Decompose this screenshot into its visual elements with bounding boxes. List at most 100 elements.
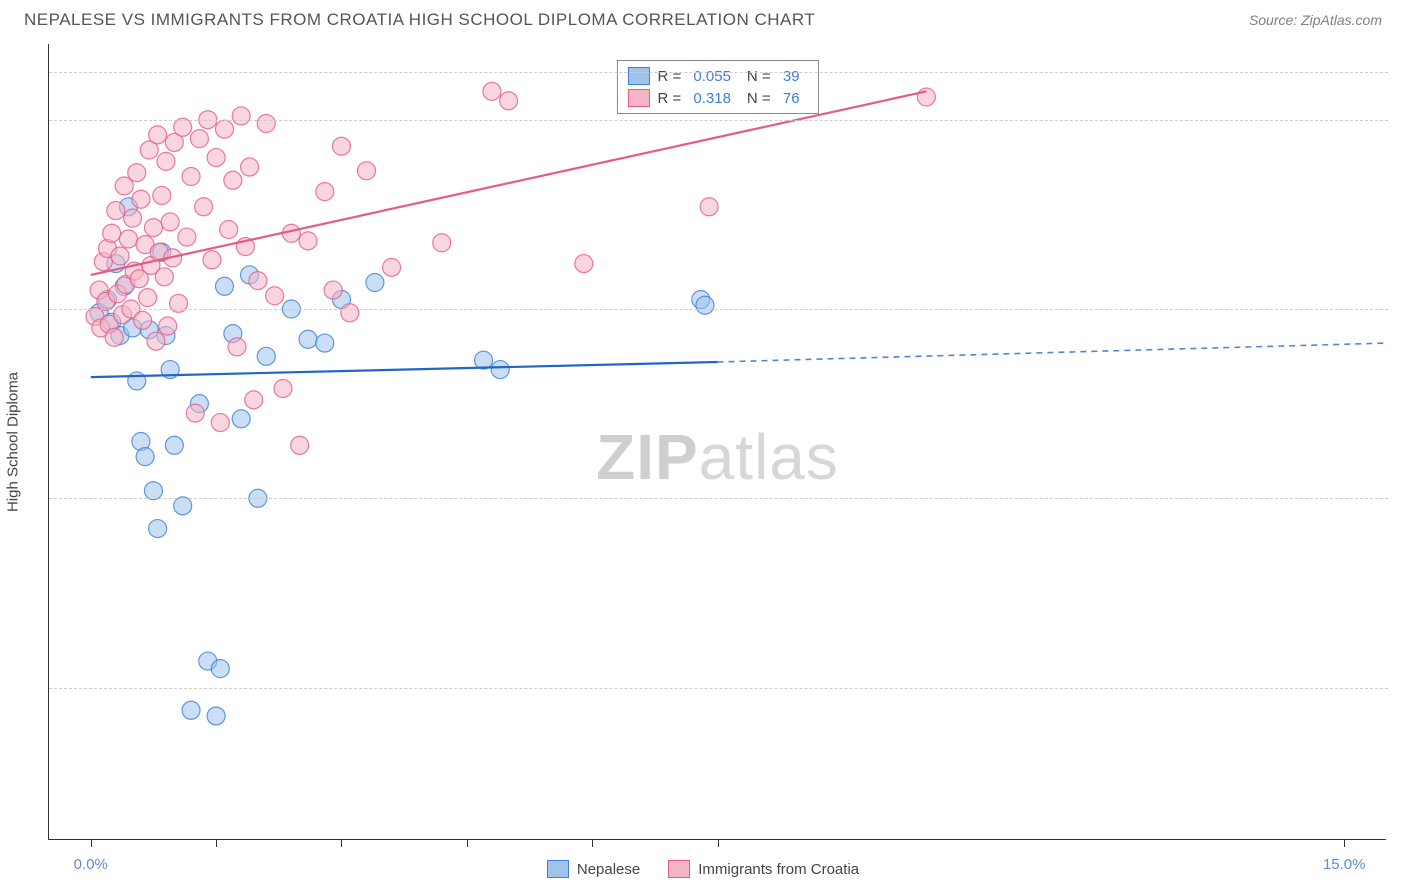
legend-item: Nepalese <box>547 860 640 878</box>
gridline <box>49 498 1388 499</box>
legend-label: Nepalese <box>577 861 640 878</box>
data-point <box>245 391 263 409</box>
x-tick <box>592 839 593 847</box>
data-point <box>274 380 292 398</box>
data-point <box>190 130 208 148</box>
data-point <box>696 296 714 314</box>
data-point <box>207 707 225 725</box>
data-point <box>358 162 376 180</box>
data-point <box>144 482 162 500</box>
gridline <box>49 688 1388 689</box>
data-point <box>220 221 238 239</box>
data-point <box>917 88 935 106</box>
data-point <box>105 328 123 346</box>
data-point <box>178 228 196 246</box>
data-point <box>147 332 165 350</box>
data-point <box>211 414 229 432</box>
data-point <box>500 92 518 110</box>
legend-swatch <box>547 860 569 878</box>
data-point <box>134 311 152 329</box>
chart-area: High School Diploma ZIPatlas R = 0.055N … <box>48 44 1386 840</box>
data-point <box>136 448 154 466</box>
legend-swatch <box>627 67 649 85</box>
legend-stats: R = 0.055 N = 39 R = 0.318 N = 76 <box>616 60 818 114</box>
data-point <box>341 304 359 322</box>
chart-title: NEPALESE VS IMMIGRANTS FROM CROATIA HIGH… <box>24 10 815 30</box>
data-point <box>128 164 146 182</box>
source-label: Source: ZipAtlas.com <box>1249 12 1382 28</box>
y-axis-title: High School Diploma <box>5 371 22 511</box>
legend-stats-row: R = 0.055 N = 39 <box>627 65 807 87</box>
data-point <box>299 330 317 348</box>
data-point <box>124 209 142 227</box>
data-point <box>157 152 175 170</box>
data-point <box>215 120 233 138</box>
legend-bottom: Nepalese Immigrants from Croatia <box>0 860 1406 878</box>
data-point <box>491 361 509 379</box>
data-point <box>207 149 225 167</box>
data-point <box>182 701 200 719</box>
data-point <box>119 230 137 248</box>
data-point <box>483 82 501 100</box>
gridline <box>49 72 1388 73</box>
data-point <box>575 255 593 273</box>
data-point <box>165 436 183 454</box>
data-point <box>366 274 384 292</box>
x-tick <box>1344 839 1345 847</box>
legend-stats-row: R = 0.318 N = 76 <box>627 87 807 109</box>
data-point <box>144 219 162 237</box>
data-point <box>433 234 451 252</box>
data-point <box>107 202 125 220</box>
data-point <box>139 289 157 307</box>
data-point <box>232 107 250 125</box>
data-point <box>224 171 242 189</box>
data-point <box>203 251 221 269</box>
y-tick-label: 80.0% <box>1396 490 1406 507</box>
data-point <box>155 268 173 286</box>
y-tick-label: 70.0% <box>1396 679 1406 696</box>
legend-n: N = 39 <box>747 68 808 85</box>
gridline <box>49 309 1388 310</box>
data-point <box>257 347 275 365</box>
data-point <box>257 115 275 133</box>
legend-swatch <box>668 860 690 878</box>
data-point <box>111 247 129 265</box>
data-point <box>132 190 150 208</box>
data-point <box>174 497 192 515</box>
data-point <box>383 258 401 276</box>
data-point <box>266 287 284 305</box>
x-tick <box>91 839 92 847</box>
data-point <box>211 660 229 678</box>
data-point <box>149 520 167 538</box>
data-point <box>174 118 192 136</box>
x-tick <box>216 839 217 847</box>
data-point <box>149 126 167 144</box>
trend-line-extrapolated <box>718 343 1387 362</box>
data-point <box>215 277 233 295</box>
y-tick-label: 90.0% <box>1396 301 1406 318</box>
legend-r: R = 0.318 <box>657 90 738 107</box>
x-tick <box>467 839 468 847</box>
data-point <box>316 334 334 352</box>
legend-label: Immigrants from Croatia <box>698 861 859 878</box>
data-point <box>232 410 250 428</box>
legend-r: R = 0.055 <box>657 68 738 85</box>
x-tick <box>718 839 719 847</box>
legend-item: Immigrants from Croatia <box>668 860 859 878</box>
y-tick-label: 100.0% <box>1396 111 1406 128</box>
data-point <box>182 168 200 186</box>
data-point <box>159 317 177 335</box>
legend-swatch <box>627 89 649 107</box>
data-point <box>186 404 204 422</box>
legend-n: N = 76 <box>747 90 808 107</box>
x-tick <box>341 839 342 847</box>
data-point <box>241 158 259 176</box>
data-point <box>332 137 350 155</box>
data-point <box>316 183 334 201</box>
data-point <box>299 232 317 250</box>
data-point <box>228 338 246 356</box>
data-point <box>103 224 121 242</box>
data-point <box>195 198 213 216</box>
data-point <box>700 198 718 216</box>
gridline <box>49 120 1388 121</box>
